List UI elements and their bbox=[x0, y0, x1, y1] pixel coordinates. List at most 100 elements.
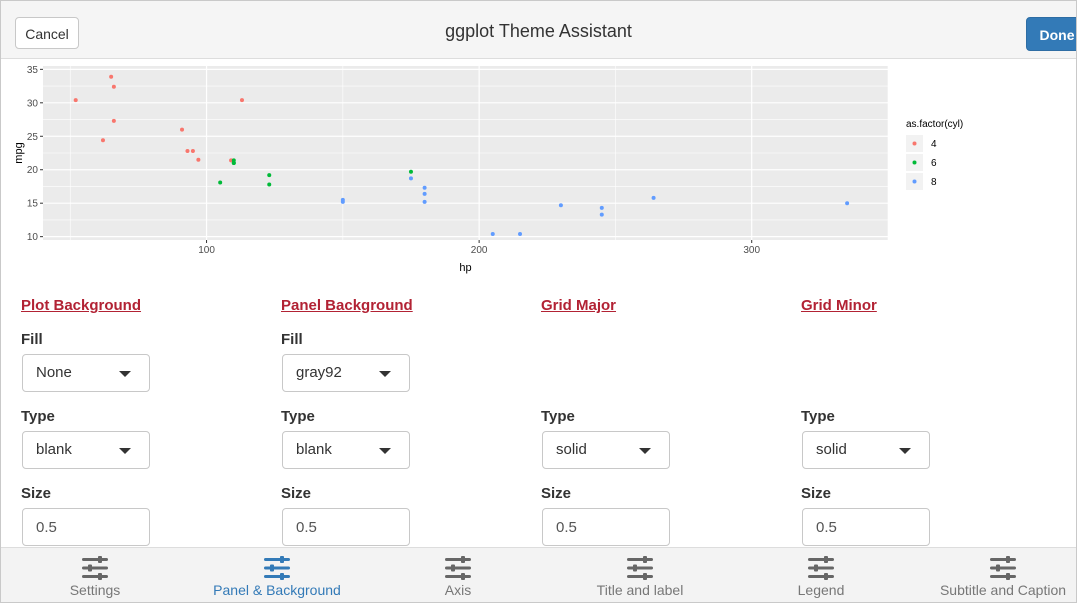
data-point bbox=[190, 148, 195, 153]
plot-background-size-input[interactable] bbox=[22, 508, 150, 546]
tab-legend[interactable]: Legend bbox=[731, 548, 911, 602]
sliders-icon bbox=[808, 556, 834, 580]
tab-label: Axis bbox=[444, 582, 472, 598]
panel-background-title[interactable]: Panel Background bbox=[281, 297, 413, 314]
data-point bbox=[185, 148, 190, 153]
x-tick-label: 200 bbox=[471, 245, 488, 256]
x-tick-label: 100 bbox=[198, 245, 215, 256]
page-title: ggplot Theme Assistant bbox=[445, 21, 632, 41]
type-label: Type bbox=[281, 408, 315, 425]
legend-point bbox=[912, 141, 917, 146]
scatter-chart: 100 200 300 10 15 20 25 30 35 hp mpg as.factor(cyl)… bbox=[13, 65, 963, 274]
size-label: Size bbox=[541, 485, 572, 502]
done-button[interactable]: Done bbox=[1026, 17, 1076, 51]
caret-down-icon bbox=[639, 448, 651, 454]
data-point bbox=[408, 169, 413, 174]
legend-label: 6 bbox=[931, 158, 937, 169]
plot-background-type-select[interactable]: blank bbox=[22, 431, 150, 469]
plot-background-section: Plot Background Fill None Type blank Siz… bbox=[21, 297, 261, 547]
tab-panel-background[interactable]: Panel & Background bbox=[187, 548, 367, 602]
data-point bbox=[599, 212, 604, 217]
panel-background-section: Panel Background Fill gray92 Type blank … bbox=[281, 297, 521, 547]
tab-label: Panel & Background bbox=[213, 582, 341, 598]
select-value: blank bbox=[296, 441, 332, 458]
panel-background-size-input[interactable] bbox=[282, 508, 410, 546]
data-point bbox=[340, 199, 345, 204]
data-point bbox=[422, 199, 427, 204]
data-point bbox=[490, 231, 495, 236]
legend-point bbox=[912, 179, 917, 184]
data-point bbox=[239, 98, 244, 103]
grid-minor-title[interactable]: Grid Minor bbox=[801, 297, 877, 314]
data-point bbox=[109, 74, 114, 79]
grid-major-type-select[interactable]: solid bbox=[542, 431, 670, 469]
select-value: blank bbox=[36, 441, 72, 458]
data-point bbox=[180, 127, 185, 132]
sliders-icon bbox=[990, 556, 1016, 580]
data-point bbox=[422, 185, 427, 190]
data-point bbox=[218, 180, 223, 185]
grid-minor-section: Grid Minor Type solid Size bbox=[801, 297, 1041, 547]
fill-label: Fill bbox=[21, 331, 43, 348]
x-tick-label: 300 bbox=[743, 245, 760, 256]
tab-subtitle-and-caption[interactable]: Subtitle and Caption bbox=[913, 548, 1076, 602]
caret-down-icon bbox=[119, 371, 131, 377]
grid-major-section: Grid Major Type solid Size bbox=[541, 297, 781, 547]
panel-background-fill-select[interactable]: gray92 bbox=[282, 354, 410, 392]
legend-label: 4 bbox=[931, 139, 937, 150]
caret-down-icon bbox=[379, 448, 391, 454]
y-tick-label: 25 bbox=[27, 132, 39, 143]
caret-down-icon bbox=[899, 448, 911, 454]
plot-background-title[interactable]: Plot Background bbox=[21, 297, 142, 314]
data-point bbox=[111, 118, 116, 123]
data-point bbox=[111, 84, 116, 89]
data-point bbox=[558, 203, 563, 208]
data-point bbox=[267, 173, 272, 178]
tab-title-and-label[interactable]: Title and label bbox=[550, 548, 730, 602]
type-label: Type bbox=[541, 408, 575, 425]
caret-down-icon bbox=[379, 371, 391, 377]
y-tick-label: 20 bbox=[27, 165, 39, 176]
panel-background-type-select[interactable]: blank bbox=[282, 431, 410, 469]
size-label: Size bbox=[21, 485, 52, 502]
y-tick-label: 30 bbox=[27, 98, 39, 109]
data-point bbox=[845, 201, 850, 206]
tab-settings[interactable]: Settings bbox=[5, 548, 185, 602]
legend-label: 8 bbox=[931, 177, 937, 188]
x-axis-title: hp bbox=[459, 262, 471, 274]
select-value: gray92 bbox=[296, 364, 342, 381]
select-value: solid bbox=[556, 441, 587, 458]
y-tick-label: 15 bbox=[27, 199, 39, 210]
sliders-icon bbox=[82, 556, 108, 580]
tab-label: Title and label bbox=[596, 582, 684, 598]
grid-minor-type-select[interactable]: solid bbox=[802, 431, 930, 469]
tab-axis[interactable]: Axis bbox=[368, 548, 548, 602]
grid-major-size-input[interactable] bbox=[542, 508, 670, 546]
plot-background-fill-select[interactable]: None bbox=[22, 354, 150, 392]
data-point bbox=[599, 205, 604, 210]
sliders-icon bbox=[627, 556, 653, 580]
y-axis-title: mpg bbox=[13, 142, 25, 163]
cancel-button[interactable]: Cancel bbox=[15, 17, 79, 49]
grid-minor-size-input[interactable] bbox=[802, 508, 930, 546]
type-label: Type bbox=[21, 408, 55, 425]
bottom-tab-bar: Settings Panel & Background Axis Title a… bbox=[1, 547, 1076, 602]
data-point bbox=[408, 176, 413, 181]
data-point bbox=[196, 157, 201, 162]
select-value: None bbox=[36, 364, 72, 381]
size-label: Size bbox=[801, 485, 832, 502]
grid-major-title[interactable]: Grid Major bbox=[541, 297, 617, 314]
data-point bbox=[73, 98, 78, 103]
legend-title: as.factor(cyl) bbox=[906, 119, 963, 130]
y-tick-label: 35 bbox=[27, 65, 39, 76]
select-value: solid bbox=[816, 441, 847, 458]
data-point bbox=[267, 182, 272, 187]
data-point bbox=[518, 231, 523, 236]
data-point bbox=[100, 138, 105, 143]
y-tick-label: 10 bbox=[27, 232, 39, 243]
tab-label: Legend bbox=[797, 582, 845, 598]
sliders-icon bbox=[445, 556, 471, 580]
sliders-icon bbox=[264, 556, 290, 580]
fill-label: Fill bbox=[281, 331, 303, 348]
